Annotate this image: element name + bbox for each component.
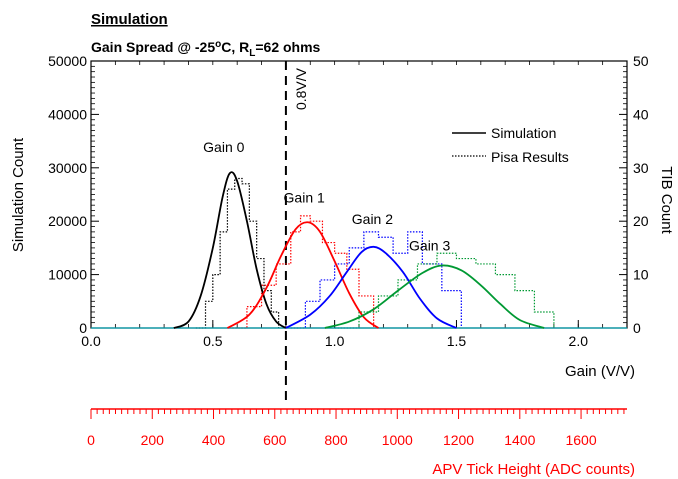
series-label-0: Gain 0	[203, 139, 244, 155]
y-left-tick-label: 10000	[48, 267, 87, 283]
series-label-1: Gain 1	[284, 190, 325, 206]
y-left-tick-label: 20000	[48, 213, 87, 229]
y-right-tick-label: 30	[633, 160, 649, 176]
chart-subtitle: Gain Spread @ -25oC, RL=62 ohms	[91, 39, 321, 59]
left-axis-ticks: 0 10000 20000 30000 40000 50000	[48, 53, 99, 336]
simulation-series	[91, 171, 627, 329]
x-axis-label: Gain (V/V)	[565, 363, 635, 380]
apv-tick-label: 400	[202, 432, 226, 448]
plot-frame	[90, 60, 628, 329]
apv-tick-label: 1600	[565, 432, 596, 448]
y-left-tick-label: 0	[79, 320, 87, 336]
simulation-series-3	[324, 264, 545, 329]
series-labels: Gain 0 Gain 1 Gain 2 Gain 3	[203, 139, 450, 254]
y-left-axis-label: Simulation Count	[10, 137, 27, 252]
x-tick-label: 0.0	[81, 333, 101, 349]
pisa-series-1	[232, 215, 375, 329]
right-axis-ticks: 0 10 20 30 40 50	[619, 53, 649, 336]
apv-axis-ticks: 0 200 400 600 800 1000 1200 1400 1600	[87, 409, 625, 448]
apv-tick-label: 200	[141, 432, 165, 448]
simulation-series-1	[226, 221, 380, 329]
legend: Simulation Pisa Results	[452, 125, 569, 165]
x-tick-label: 0.5	[203, 333, 223, 349]
apv-tick-label: 600	[263, 432, 287, 448]
pisa-series-2	[290, 231, 462, 329]
apv-tick-label: 0	[87, 432, 95, 448]
pisa-series-0	[195, 177, 280, 329]
apv-tick-label: 800	[324, 432, 348, 448]
legend-pisa-label: Pisa Results	[491, 149, 569, 165]
legend-simulation-label: Simulation	[491, 125, 556, 141]
x-tick-label: 1.0	[325, 333, 345, 349]
apv-tick-label: 1200	[443, 432, 474, 448]
y-left-tick-label: 50000	[48, 53, 87, 69]
series-label-3: Gain 3	[409, 238, 450, 254]
y-left-tick-label: 40000	[48, 106, 87, 122]
y-right-axis-label: TIB Count	[658, 166, 675, 234]
y-left-tick-label: 30000	[48, 160, 87, 176]
x-tick-label: 1.5	[447, 333, 467, 349]
simulation-series-2	[285, 245, 457, 329]
pisa-results-series	[195, 177, 555, 329]
apv-tick-label: 1000	[382, 432, 413, 448]
bottom-axis-ticks: 0.0 0.5 1.0 1.5 2.0	[81, 61, 628, 349]
reference-line-label: 0.8V/V	[293, 67, 309, 110]
y-right-tick-label: 0	[633, 320, 641, 336]
apv-tick-label: 1400	[504, 432, 535, 448]
series-label-2: Gain 2	[352, 211, 393, 227]
y-right-tick-label: 20	[633, 213, 649, 229]
x-tick-label: 2.0	[569, 333, 589, 349]
chart-title: Simulation	[91, 11, 168, 28]
apv-axis-label: APV Tick Height (ADC counts)	[432, 461, 635, 478]
simulation-series-0	[173, 171, 287, 329]
y-right-tick-label: 10	[633, 267, 649, 283]
y-right-tick-label: 40	[633, 106, 649, 122]
y-right-tick-label: 50	[633, 53, 649, 69]
